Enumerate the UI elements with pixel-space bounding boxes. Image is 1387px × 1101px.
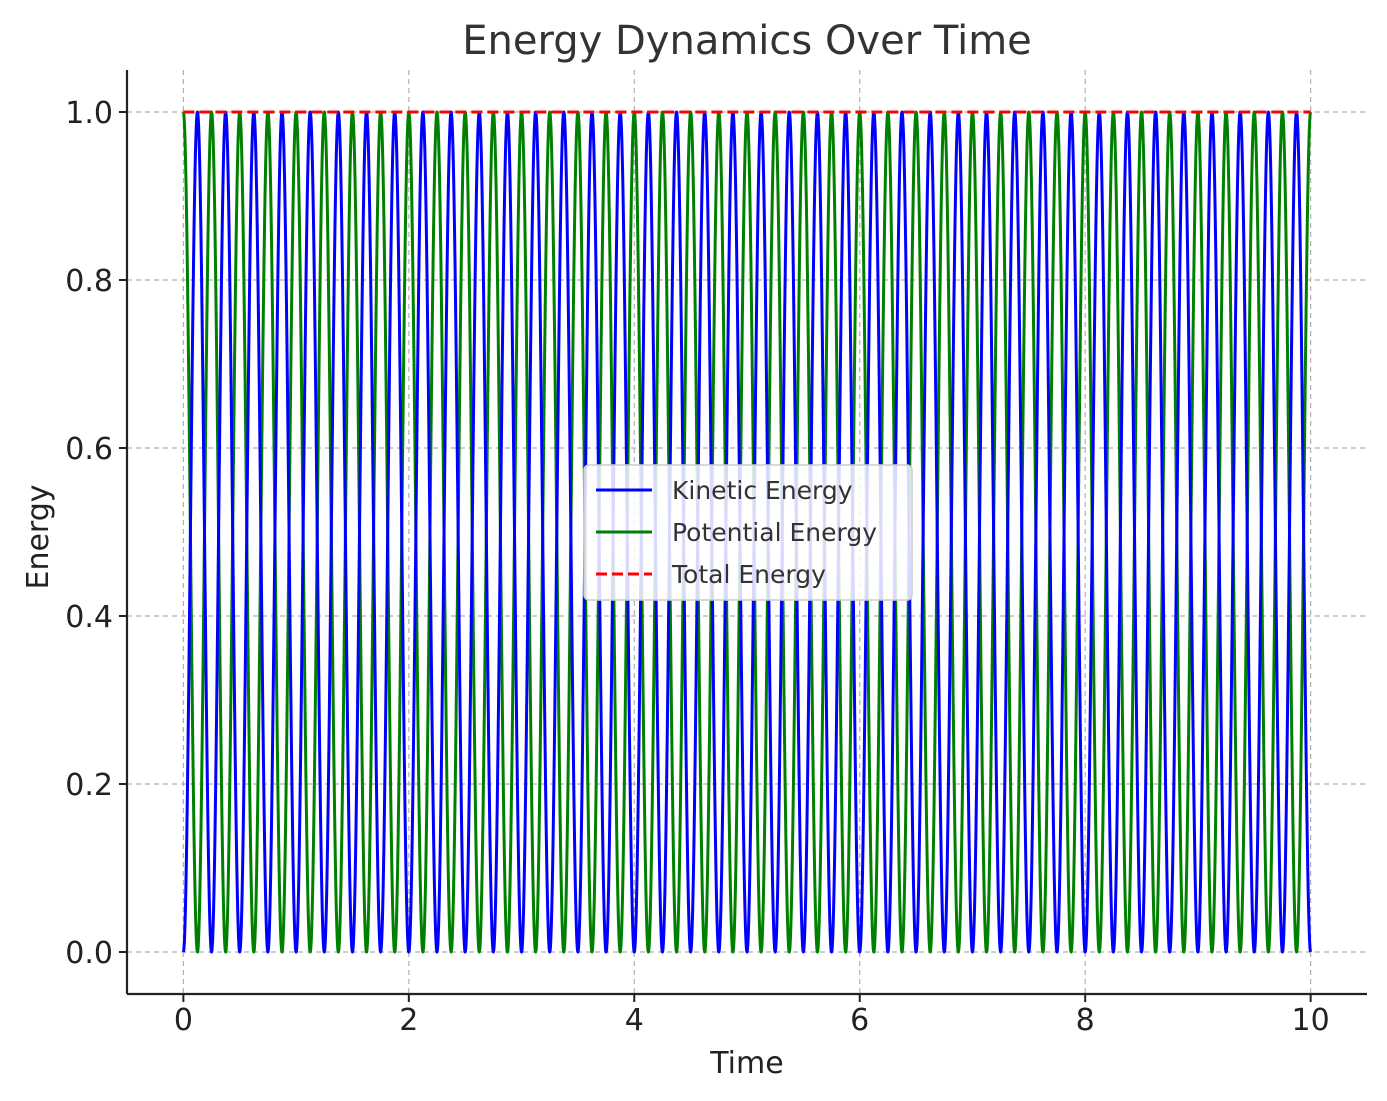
y-tick-label: 0.8 — [65, 264, 113, 299]
axes: 0 2 4 6 8 10 0.0 0.2 0.4 0.6 0.8 1.0 — [65, 70, 1367, 1038]
y-tick-label: 0.6 — [65, 432, 113, 467]
x-axis-label: Time — [709, 1046, 783, 1081]
legend: Kinetic Energy Potential Energy Total Ener… — [583, 464, 913, 601]
legend-label: Kinetic Energy — [672, 476, 853, 505]
legend-label: Total Energy — [671, 560, 826, 589]
x-tick-label: 6 — [850, 1003, 869, 1038]
y-tick-label: 0.2 — [65, 768, 113, 803]
legend-label: Potential Energy — [672, 518, 877, 547]
x-tick-label: 4 — [625, 1003, 644, 1038]
chart-title: Energy Dynamics Over Time — [462, 18, 1032, 64]
y-axis-label: Energy — [21, 484, 56, 589]
legend-box — [583, 464, 913, 601]
x-tick-label: 10 — [1292, 1003, 1330, 1038]
x-tick-label: 8 — [1076, 1003, 1095, 1038]
kinetic-energy-line — [181, 110, 1313, 954]
y-tick-label: 0.4 — [65, 600, 113, 635]
series-lines — [181, 110, 1313, 954]
x-tick-label: 0 — [174, 1003, 193, 1038]
y-tick-label: 0.0 — [65, 936, 113, 971]
x-tick-label: 2 — [399, 1003, 418, 1038]
y-tick-label: 1.0 — [65, 96, 113, 131]
